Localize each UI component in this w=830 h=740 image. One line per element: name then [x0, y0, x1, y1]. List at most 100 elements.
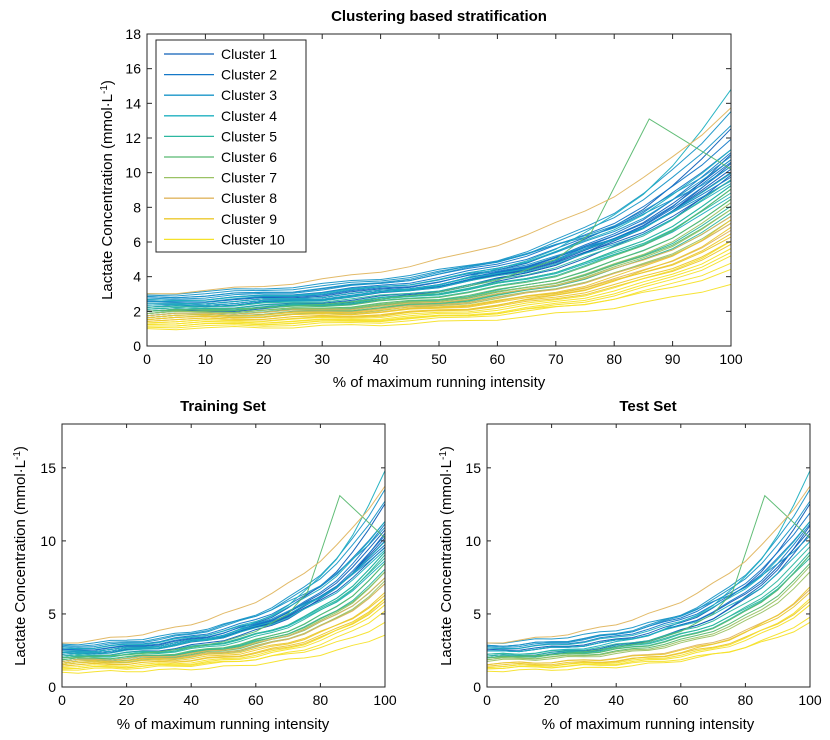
x-axis-label-test: % of maximum running intensity — [542, 716, 755, 733]
legend-label-1: Cluster 1 — [221, 46, 277, 62]
x-tick-label-training-lines-80: 80 — [313, 692, 329, 708]
legend: Cluster 1 Cluster 2 Cluster 3 Cluster 4 Clus… — [155, 39, 307, 253]
series-line-training-lines-10-4 — [61, 634, 386, 674]
x-tick-label-top-lines-30: 30 — [314, 351, 330, 367]
x-tick-label-training-lines-20: 20 — [119, 692, 135, 708]
series-line-training-lines-2-4 — [61, 544, 386, 651]
y-axis-label-test-close: ) — [438, 446, 455, 451]
y-axis-label-top: Lactate Concentration (mmol·L-1) — [99, 80, 117, 300]
series-line-top-lines-9-2 — [146, 240, 732, 322]
series-line-training-lines-8-1 — [62, 485, 386, 644]
x-tick-label-training-lines-40: 40 — [183, 692, 199, 708]
legend-label-2: Cluster 2 — [221, 67, 277, 83]
y-axis-label-training-sup: -1 — [12, 451, 23, 460]
legend-box — [155, 39, 307, 253]
y-axis-label-test-sup: -1 — [438, 451, 449, 460]
series-line-test-lines-10-7 — [486, 621, 811, 670]
series-line-top-lines-9-4 — [146, 236, 732, 319]
y-tick-label-test-lines-15: 15 — [465, 460, 481, 476]
y-axis-label-training: Lactate Concentration (mmol·L-1) — [12, 446, 30, 666]
series-line-top-lines-5-3 — [146, 179, 732, 308]
series-line-test-lines-10-3 — [486, 616, 811, 673]
series-line-test-lines-4-3 — [487, 541, 811, 653]
series-line-training-lines-6-1 — [61, 562, 386, 661]
series-line-top-lines-6-3 — [146, 188, 732, 312]
series-line-training-lines-4-6 — [61, 549, 386, 654]
y-tick-label-training-lines-10: 10 — [40, 533, 56, 549]
legend-label-6: Cluster 6 — [221, 149, 277, 165]
series-line-top-lines-10-4 — [146, 283, 732, 331]
x-tick-label-top-lines-100: 100 — [719, 351, 743, 367]
series-line-top-lines-5-7 — [146, 185, 732, 312]
series-line-training-lines-9-4 — [61, 594, 386, 664]
chart-top: Clustering based stratification 0 10 20 30 4… — [99, 8, 743, 391]
y-tick-label-top-lines-8: 8 — [133, 199, 141, 215]
chart-title-test: Test Set — [619, 398, 676, 415]
x-tick-label-top-lines-80: 80 — [606, 351, 622, 367]
series-lines-training — [61, 470, 386, 674]
series-line-top-lines-9-6 — [146, 219, 732, 321]
series-line-test-lines-10-5 — [486, 598, 811, 669]
x-tick-label-top-lines-10: 10 — [198, 351, 214, 367]
series-line-top-lines-3-2 — [146, 156, 732, 297]
series-line-training-lines-10-5 — [61, 598, 386, 669]
axis-ticks-top: 0 10 20 30 40 50 60 70 80 90 100 0 2 4 6 8 10 12 14 16 18 — [125, 26, 742, 367]
series-line-test-lines-3-3 — [486, 535, 811, 644]
series-line-test-lines-4-5 — [486, 521, 811, 650]
series-line-test-lines-7-1 — [486, 571, 811, 662]
series-line-top-lines-7-3 — [146, 202, 732, 315]
series-line-training-lines-5-7 — [61, 551, 386, 659]
x-tick-label-test-lines-20: 20 — [544, 692, 560, 708]
series-line-top-lines-4-5 — [146, 149, 732, 302]
x-tick-label-training-lines-100: 100 — [373, 692, 397, 708]
chart-training: Training Set 0 20 40 60 80 100 0 5 10 15 % of max… — [12, 398, 397, 733]
x-tick-label-top-lines-40: 40 — [373, 351, 389, 367]
x-axis-label-top: % of maximum running intensity — [333, 374, 546, 391]
y-axis-label-top-close: ) — [99, 80, 116, 85]
y-tick-label-top-lines-6: 6 — [133, 234, 141, 250]
x-tick-label-test-lines-0: 0 — [483, 692, 491, 708]
chart-title-training: Training Set — [180, 398, 266, 415]
legend-label-8: Cluster 8 — [221, 190, 277, 206]
y-tick-label-top-lines-18: 18 — [125, 26, 141, 42]
series-line-training-lines-3-2 — [61, 526, 386, 646]
series-line-top-lines-10-3 — [146, 262, 732, 329]
series-line-test-lines-5-5 — [486, 557, 811, 657]
y-tick-label-top-lines-10: 10 — [125, 165, 141, 181]
y-tick-label-top-lines-4: 4 — [133, 269, 141, 285]
series-line-top-lines-6-5 — [146, 118, 732, 312]
x-tick-label-training-lines-60: 60 — [248, 692, 264, 708]
x-tick-label-top-lines-0: 0 — [143, 351, 151, 367]
plot-frame-training — [61, 423, 386, 688]
series-line-test-lines-9-1 — [486, 592, 811, 666]
x-tick-label-training-lines-0: 0 — [58, 692, 66, 708]
x-tick-label-test-lines-100: 100 — [798, 692, 822, 708]
series-line-test-lines-1-7 — [486, 503, 811, 651]
series-line-top-lines-8-4 — [146, 215, 732, 317]
series-line-top-lines-10-7 — [146, 268, 732, 325]
y-tick-label-test-lines-5: 5 — [473, 606, 481, 622]
axis-ticks-test: 0 20 40 60 80 100 0 5 10 15 — [465, 424, 822, 708]
chart-test: Test Set 0 20 40 60 80 100 0 5 10 15 % of maximum… — [438, 398, 822, 733]
x-tick-label-top-lines-70: 70 — [548, 351, 564, 367]
chart-title-top: Clustering based stratification — [331, 8, 547, 25]
y-tick-label-training-lines-0: 0 — [48, 679, 56, 695]
series-line-test-lines-3-5 — [486, 489, 811, 647]
series-line-test-lines-6-5 — [486, 494, 811, 659]
series-line-training-lines-5-5 — [61, 557, 386, 657]
x-tick-label-top-lines-20: 20 — [256, 351, 272, 367]
y-tick-label-training-lines-5: 5 — [48, 606, 56, 622]
series-line-training-lines-4-3 — [62, 541, 386, 653]
y-axis-label-training-close: ) — [12, 446, 29, 451]
x-axis-label-training: % of maximum running intensity — [117, 716, 330, 733]
plot-frame-test — [486, 423, 811, 688]
x-tick-label-top-lines-50: 50 — [431, 351, 447, 367]
x-tick-label-top-lines-90: 90 — [665, 351, 681, 367]
y-tick-label-training-lines-15: 15 — [40, 460, 56, 476]
y-tick-label-top-lines-16: 16 — [125, 61, 141, 77]
y-tick-label-top-lines-14: 14 — [125, 95, 141, 111]
series-lines-top — [146, 89, 732, 331]
y-tick-label-top-lines-2: 2 — [133, 303, 141, 319]
series-line-top-lines-3-6 — [146, 159, 732, 303]
